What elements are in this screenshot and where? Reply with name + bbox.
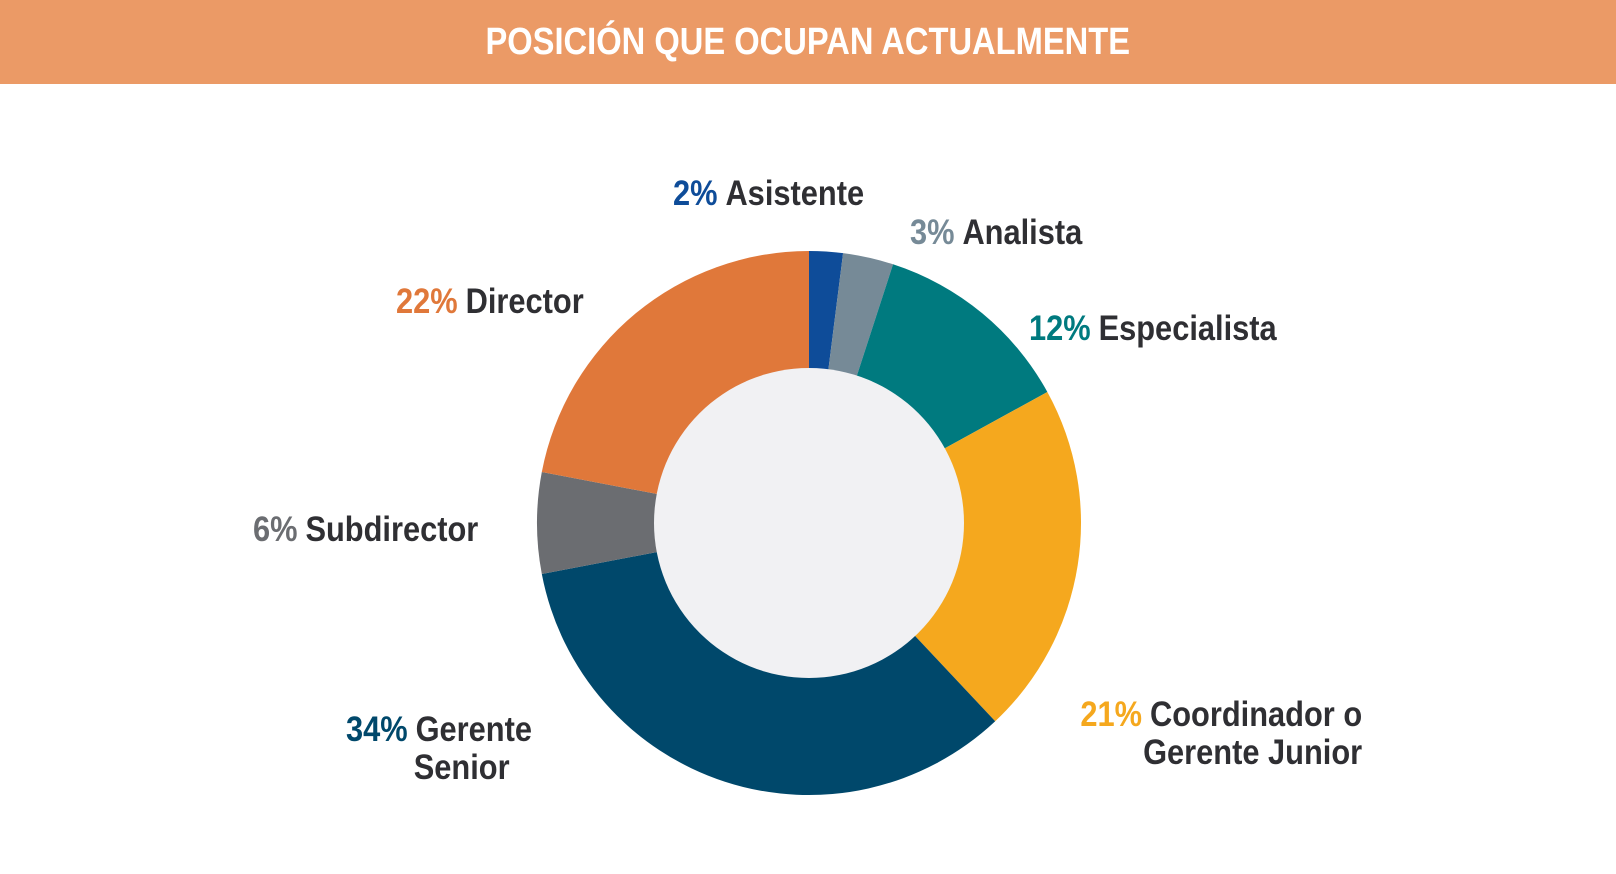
slice-name-line-2: Senior [413, 748, 510, 787]
slice-name-line-2: Gerente Junior [1142, 733, 1362, 772]
slice-name-line-1: Gerente [415, 710, 532, 749]
slice-value: 6% [253, 510, 298, 549]
chart-title: POSICIÓN QUE OCUPAN ACTUALMENTE [485, 20, 1131, 63]
slice-value: 22% [396, 282, 458, 321]
slice-value: 12% [1029, 309, 1091, 348]
slice-label-especialista: 12% Especialista [1029, 310, 1277, 348]
slice-name: Analista [962, 213, 1083, 252]
slice-label-asistente: 2% Asistente [673, 175, 864, 213]
slice-label-director: 22% Director [396, 283, 584, 321]
slice-name-line-1: Coordinador o [1149, 695, 1362, 734]
slice-value: 34% [346, 710, 408, 749]
slice-name: Subdirector [305, 510, 479, 549]
slice-label-gerente-senior: 34% Gerente Senior [346, 711, 532, 787]
slice-value: 3% [910, 213, 955, 252]
slice-name: Asistente [725, 174, 865, 213]
slice-name: Director [465, 282, 584, 321]
slice-value: 21% [1080, 695, 1142, 734]
slice-label-analista: 3% Analista [910, 214, 1082, 252]
slice-label-subdirector: 6% Subdirector [253, 511, 478, 549]
slice-name: Especialista [1098, 309, 1277, 348]
slice-label-coordinador: 21% Coordinador o Gerente Junior [1080, 696, 1362, 772]
chart-title-bar: POSICIÓN QUE OCUPAN ACTUALMENTE [0, 0, 1616, 84]
slice-value: 2% [673, 174, 718, 213]
donut-hole [654, 368, 964, 678]
